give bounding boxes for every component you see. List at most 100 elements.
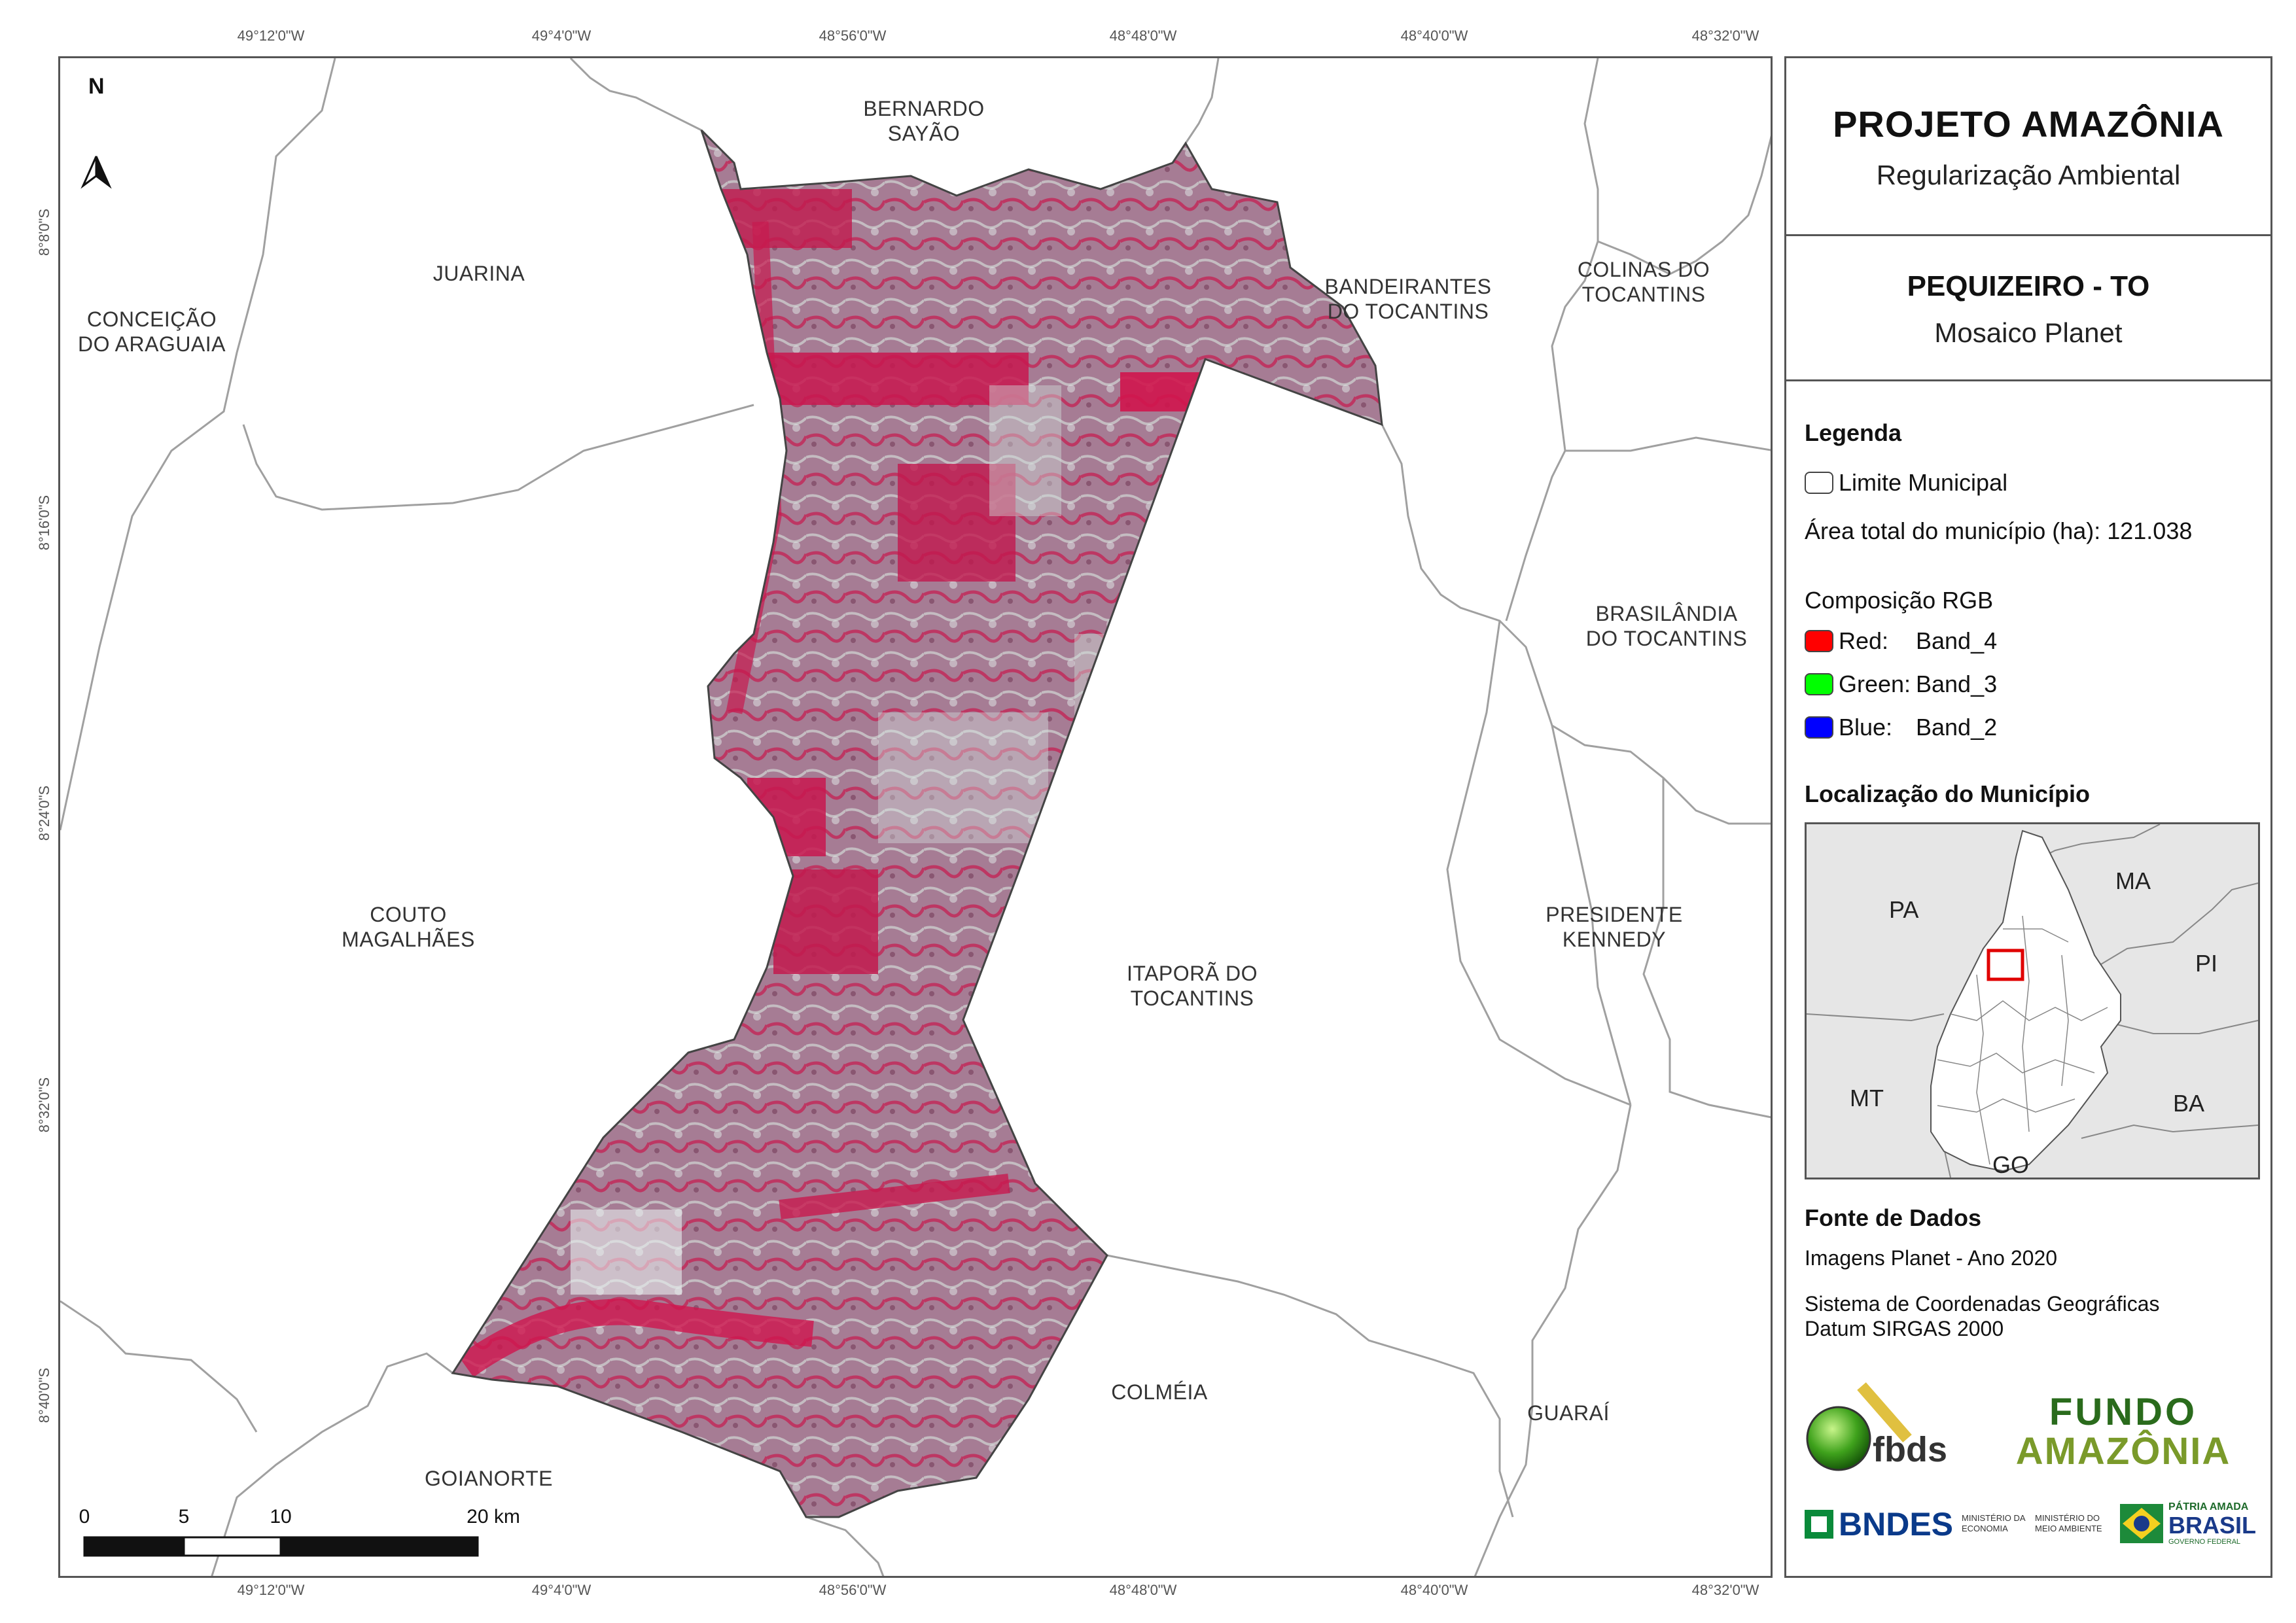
green-band: Band_3 bbox=[1916, 671, 1998, 697]
boundary-line bbox=[1551, 58, 1599, 451]
boundary-line bbox=[1551, 725, 1632, 1106]
boundary-line bbox=[242, 404, 754, 511]
boundary-line bbox=[1597, 135, 1771, 275]
coord-bottom-4: 48°48'0"W bbox=[1109, 1582, 1177, 1598]
coord-left-2: 8°16'0"S bbox=[36, 495, 52, 551]
municipality-mosaic bbox=[451, 129, 1383, 1518]
label-colmeia: COLMÉIA bbox=[1111, 1380, 1208, 1404]
coord-bottom-6: 48°32'0"W bbox=[1691, 1582, 1759, 1598]
boundary-line bbox=[1642, 778, 1771, 1119]
label-juarina: JUARINA bbox=[433, 262, 525, 285]
source-line-3: Datum SIRGAS 2000 bbox=[1805, 1317, 2004, 1340]
boundary-line bbox=[60, 58, 336, 831]
boundary-line bbox=[569, 58, 702, 131]
green-name: Green: bbox=[1839, 671, 1911, 697]
bndes-logo: BNDES bbox=[1805, 1506, 1954, 1543]
state-label-ba: BA bbox=[2173, 1090, 2205, 1117]
source-line-1: Imagens Planet - Ano 2020 bbox=[1805, 1246, 2058, 1270]
boundary-line bbox=[805, 1516, 885, 1576]
scale-label-0: 0 bbox=[79, 1506, 90, 1527]
location-map-svg bbox=[1807, 824, 2258, 1178]
fbds-logo-icon bbox=[1806, 1382, 1912, 1471]
source-line-2: Sistema de Coordenadas Geográficas bbox=[1805, 1292, 2160, 1316]
red-swatch bbox=[1805, 630, 1833, 652]
coord-left-1: 8°8'0"S bbox=[36, 208, 52, 256]
label-colinas-do-tocantins: COLINAS DO TOCANTINS bbox=[1577, 258, 1710, 306]
label-couto-magalhaes: COUTO MAGALHÃES bbox=[342, 903, 475, 951]
municipality-boundary bbox=[451, 129, 1383, 1518]
boundary-line bbox=[211, 1352, 453, 1576]
north-label: N bbox=[88, 74, 105, 99]
coord-top-6: 48°32'0"W bbox=[1691, 27, 1759, 44]
brasil-text: BRASIL bbox=[2168, 1512, 2256, 1539]
side-panel: PROJETO AMAZÔNIA Regularização Ambiental… bbox=[1784, 56, 2272, 1578]
fbds-text: fbds bbox=[1873, 1430, 1947, 1469]
label-presidente-kennedy: PRESIDENTE KENNEDY bbox=[1545, 903, 1683, 951]
label-bandeirantes-do-tocantins: BANDEIRANTES DO TOCANTINS bbox=[1324, 275, 1492, 323]
blue-band: Band_2 bbox=[1916, 714, 1998, 741]
boundary-line bbox=[1505, 436, 1771, 621]
coord-bottom-5: 48°40'0"W bbox=[1400, 1582, 1468, 1598]
legend-title: Legenda bbox=[1805, 419, 1902, 446]
map-canvas bbox=[60, 58, 1771, 1576]
label-brasilandia-do-tocantins: BRASILÂNDIA DO TOCANTINS bbox=[1585, 602, 1748, 650]
north-arrow-icon bbox=[80, 156, 112, 189]
boundary-line bbox=[1106, 1254, 1514, 1518]
location-title: Localização do Município bbox=[1805, 780, 2091, 807]
state-label-pi: PI bbox=[2195, 950, 2218, 977]
patria-amada-text: PÁTRIA AMADA bbox=[2168, 1501, 2249, 1512]
state-label-mt: MT bbox=[1850, 1085, 1884, 1111]
location-map: PA MA PI MT BA GO bbox=[1805, 822, 2260, 1179]
label-itapora-do-tocantins: ITAPORÃ DO TOCANTINS bbox=[1127, 962, 1258, 1010]
coord-left-5: 8°40'0"S bbox=[36, 1367, 52, 1423]
bndes-text: BNDES bbox=[1839, 1506, 1954, 1543]
coord-top-1: 49°12'0"W bbox=[237, 27, 305, 44]
label-guarai: GUARAÍ bbox=[1527, 1401, 1610, 1425]
bndes-mark-icon bbox=[1805, 1510, 1833, 1539]
fundo-amazonia-logo: FUNDO AMAZÔNIA bbox=[1983, 1393, 2264, 1471]
patria-amada-logo: PÁTRIA AMADA BRASIL GOVERNO FEDERAL bbox=[2120, 1501, 2264, 1547]
boundary-line bbox=[60, 1300, 258, 1433]
municipality-header: PEQUIZEIRO - TO Mosaico Planet bbox=[1786, 236, 2270, 381]
min-economia-text: MINISTÉRIO DA ECONOMIA bbox=[1962, 1513, 2025, 1533]
fbds-logo: fbds bbox=[1799, 1373, 1950, 1471]
fundo-text: FUNDO bbox=[2049, 1391, 2198, 1433]
state-label-pa: PA bbox=[1889, 896, 1919, 923]
project-header: PROJETO AMAZÔNIA Regularização Ambiental bbox=[1786, 58, 2270, 236]
green-swatch bbox=[1805, 673, 1833, 695]
coord-top-3: 48°56'0"W bbox=[819, 27, 887, 44]
governo-federal-text: GOVERNO FEDERAL bbox=[2168, 1538, 2241, 1546]
blue-swatch bbox=[1805, 716, 1833, 739]
scale-bar bbox=[83, 1536, 479, 1557]
scale-label-10: 10 bbox=[270, 1506, 292, 1527]
project-subtitle: Regularização Ambiental bbox=[1876, 160, 2181, 190]
coord-top-4: 48°48'0"W bbox=[1109, 27, 1177, 44]
label-bernardo-sayao: BERNARDO SAYÃO bbox=[863, 97, 985, 145]
red-band: Band_4 bbox=[1916, 627, 1998, 654]
coord-bottom-3: 48°56'0"W bbox=[819, 1582, 887, 1598]
project-title: PROJETO AMAZÔNIA bbox=[1833, 103, 2224, 145]
limit-label: Limite Municipal bbox=[1839, 469, 2008, 496]
sources-title: Fonte de Dados bbox=[1805, 1204, 1982, 1231]
state-label-ma: MA bbox=[2115, 867, 2151, 894]
tocantins-state bbox=[1930, 829, 2121, 1172]
coord-bottom-2: 49°4'0"W bbox=[531, 1582, 592, 1598]
limit-swatch bbox=[1805, 472, 1833, 494]
boundary-line bbox=[1184, 58, 1220, 144]
coord-top-5: 48°40'0"W bbox=[1400, 27, 1468, 44]
municipality-subtitle: Mosaico Planet bbox=[1934, 317, 2123, 348]
pequizeiro-locator bbox=[1987, 949, 2024, 981]
brazil-flag-icon bbox=[2120, 1504, 2163, 1543]
label-conceicao-do-araguaia: CONCEIÇÃO DO ARAGUAIA bbox=[78, 307, 226, 356]
blue-name: Blue: bbox=[1839, 714, 1893, 741]
coord-left-4: 8°32'0"S bbox=[36, 1077, 52, 1133]
scale-label-5: 5 bbox=[178, 1506, 190, 1527]
red-name: Red: bbox=[1839, 627, 1889, 654]
map-frame[interactable]: N BERNARDO SAYÃO JUARINA CONCEIÇÃO DO ARAG… bbox=[58, 56, 1773, 1578]
amazonia-text: AMAZÔNIA bbox=[2015, 1430, 2231, 1473]
municipality-title: PEQUIZEIRO - TO bbox=[1907, 270, 2150, 302]
boundary-line bbox=[1474, 1104, 1632, 1576]
boundary-line bbox=[1381, 424, 1771, 825]
rgb-title: Composição RGB bbox=[1805, 587, 1994, 614]
min-meio-ambiente-text: MINISTÉRIO DO MEIO AMBIENTE bbox=[2035, 1513, 2102, 1533]
